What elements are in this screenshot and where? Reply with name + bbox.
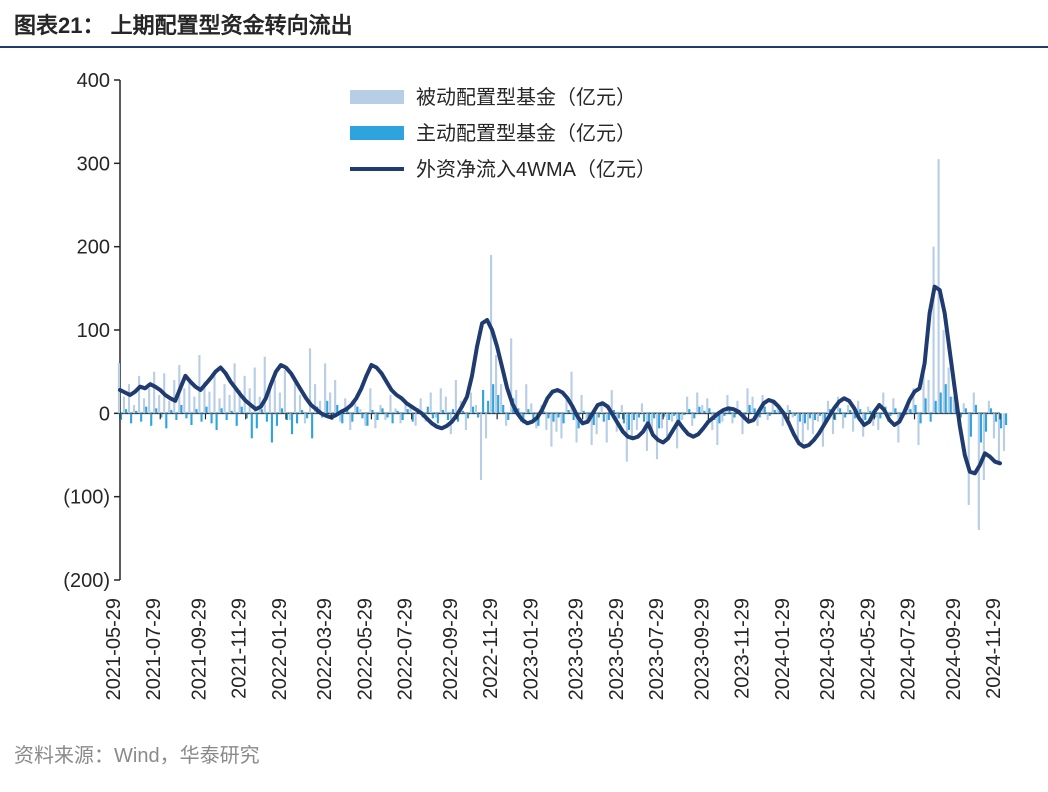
svg-text:2023-03-29: 2023-03-29	[566, 598, 588, 700]
svg-text:2024-11-29: 2024-11-29	[983, 598, 1005, 699]
svg-text:2023-11-29: 2023-11-29	[732, 598, 754, 699]
svg-text:2023-09-29: 2023-09-29	[691, 598, 713, 700]
svg-text:300: 300	[77, 153, 110, 175]
svg-text:400: 400	[77, 70, 110, 92]
svg-text:外资净流入4WMA（亿元）: 外资净流入4WMA（亿元）	[416, 158, 656, 181]
svg-text:2021-07-29: 2021-07-29	[143, 598, 165, 700]
svg-text:100: 100	[77, 320, 110, 342]
svg-text:2022-01-29: 2022-01-29	[269, 598, 291, 700]
svg-text:(200): (200)	[63, 570, 110, 592]
svg-text:2021-09-29: 2021-09-29	[188, 598, 210, 700]
svg-text:2024-03-29: 2024-03-29	[817, 598, 839, 700]
svg-text:2022-03-29: 2022-03-29	[314, 598, 336, 700]
svg-text:2023-01-29: 2023-01-29	[520, 598, 542, 700]
svg-text:被动配置型基金（亿元）: 被动配置型基金（亿元）	[416, 86, 636, 109]
chart-source-footer: 资料来源：Wind，华泰研究	[14, 739, 260, 768]
svg-text:(100): (100)	[63, 487, 110, 509]
svg-text:2024-01-29: 2024-01-29	[772, 598, 794, 700]
svg-text:2024-09-29: 2024-09-29	[943, 598, 965, 700]
svg-text:2022-07-29: 2022-07-29	[395, 598, 417, 700]
chart-canvas: (200) (100) 0 100 200 300 400 2021-05-29 2021-07…	[20, 50, 1028, 722]
svg-text:2022-11-29: 2022-11-29	[480, 598, 502, 699]
svg-text:2021-11-29: 2021-11-29	[229, 598, 251, 699]
chart-title: 图表21： 上期配置型资金转向流出	[14, 13, 353, 38]
svg-text:2022-09-29: 2022-09-29	[440, 598, 462, 700]
svg-text:200: 200	[77, 237, 110, 259]
svg-text:2022-05-29: 2022-05-29	[354, 598, 376, 700]
svg-text:2023-07-29: 2023-07-29	[646, 598, 668, 700]
svg-text:2024-05-29: 2024-05-29	[857, 598, 879, 700]
chart-title-bar: 图表21： 上期配置型资金转向流出	[0, 0, 1048, 48]
svg-text:0: 0	[99, 403, 110, 425]
svg-text:2021-05-29: 2021-05-29	[103, 598, 125, 700]
svg-text:主动配置型基金（亿元）: 主动配置型基金（亿元）	[416, 122, 636, 145]
svg-text:2023-05-29: 2023-05-29	[606, 598, 628, 700]
svg-text:2024-07-29: 2024-07-29	[898, 598, 920, 700]
